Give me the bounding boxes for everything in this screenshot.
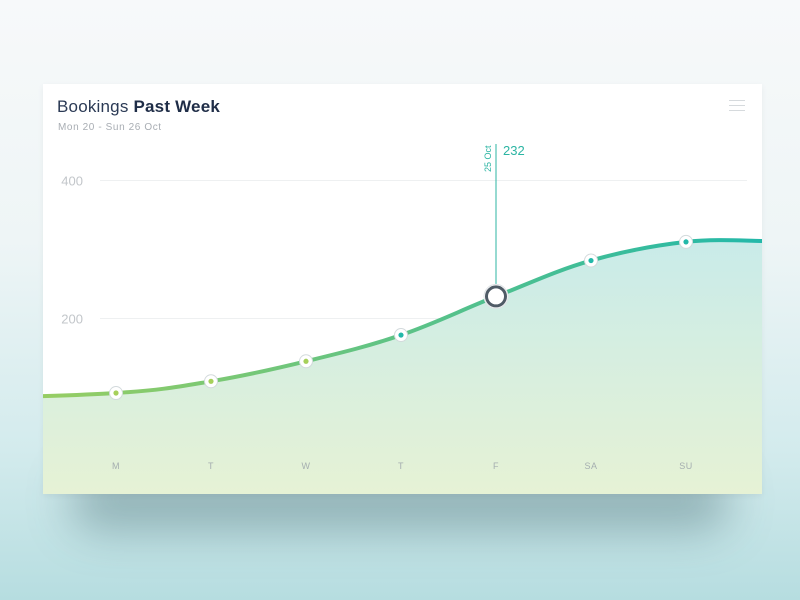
title-bold: Past Week <box>133 97 221 116</box>
chart-area-fill <box>43 240 762 494</box>
x-tick-label: T <box>398 461 404 471</box>
tooltip-date: 25 Oct <box>483 145 493 172</box>
data-point-core <box>588 257 594 264</box>
bookings-card: Bookings Past Week Mon 20 - Sun 26 Oct 2… <box>43 84 762 494</box>
data-point-core <box>683 239 689 245</box>
bookings-chart: 200 400 25 Oct 232 M T W T F SA SU <box>43 143 762 494</box>
x-tick-label: M <box>112 461 120 471</box>
highlight-point <box>485 285 507 308</box>
hamburger-menu-icon[interactable] <box>729 100 745 112</box>
y-tick-label: 200 <box>61 312 83 327</box>
title-prefix: Bookings <box>57 97 129 116</box>
data-point-core <box>398 332 404 338</box>
menu-line <box>729 110 745 111</box>
data-point-core <box>208 378 214 384</box>
card-title: Bookings Past Week <box>57 97 220 117</box>
y-tick-label: 400 <box>61 174 83 189</box>
date-range-subtitle: Mon 20 - Sun 26 Oct <box>58 122 162 133</box>
data-point-core <box>113 390 119 396</box>
menu-line <box>729 100 745 101</box>
tooltip-value: 232 <box>503 143 525 158</box>
data-point-core <box>303 358 309 364</box>
x-tick-label: T <box>208 461 214 471</box>
x-tick-label: SU <box>679 461 693 471</box>
x-tick-label: W <box>302 461 311 471</box>
x-tick-label: F <box>493 461 499 471</box>
menu-line <box>729 105 745 106</box>
x-tick-label: SA <box>584 461 597 471</box>
